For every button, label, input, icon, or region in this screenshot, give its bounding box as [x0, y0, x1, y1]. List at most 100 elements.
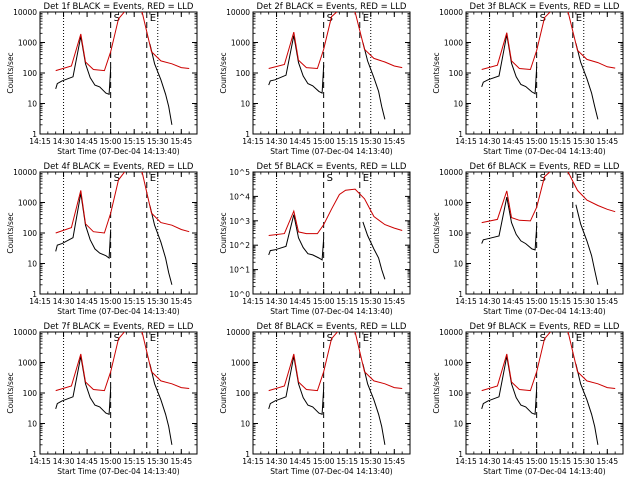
events-series-line	[575, 363, 599, 445]
x-tick-label: 14:15	[29, 457, 51, 466]
events-series-line	[481, 197, 538, 251]
y-tick-label: 1	[245, 130, 250, 139]
chart-panel: Det 8f BLACK = Events, RED = LLD 1 10 100 10…	[219, 322, 411, 476]
y-tick-label: 10	[240, 420, 250, 429]
x-tick-label: 14:45	[76, 457, 98, 466]
events-series-line	[575, 204, 599, 285]
y-axis-label: Counts/sec	[219, 212, 228, 253]
y-tick-label: 100	[23, 69, 38, 78]
x-tick-label: 15:30	[360, 457, 382, 466]
y-axis-label: Counts/sec	[432, 212, 441, 253]
x-tick-label: 14:30	[479, 137, 501, 146]
chart-title: Det 6f BLACK = Events, RED = LLD	[470, 162, 620, 172]
y-tick-label: 10000	[226, 8, 250, 17]
x-axis-label: Start Time (07-Dec-04 14:13:40)	[57, 307, 179, 316]
events-series-line	[149, 43, 173, 125]
y-tick-label: 1	[32, 290, 37, 299]
end-marker-label: E	[576, 13, 582, 24]
y-axis-label: Counts/sec	[6, 212, 15, 253]
y-tick-label: 1000	[444, 39, 463, 48]
y-tick-label: 10^5	[229, 168, 250, 177]
y-axis-label: Counts/sec	[432, 372, 441, 413]
x-axis-label: Start Time (07-Dec-04 14:13:40)	[57, 147, 179, 156]
y-tick-label: 100	[23, 229, 38, 238]
start-marker-label: S	[540, 13, 546, 24]
chart-panel: Det 7f BLACK = Events, RED = LLD 1 10 100 10…	[6, 322, 198, 476]
x-tick-label: 14:30	[266, 457, 288, 466]
y-axis-label: Counts/sec	[6, 52, 15, 93]
x-axis-label: Start Time (07-Dec-04 14:13:40)	[270, 147, 392, 156]
x-axis-label: Start Time (07-Dec-04 14:13:40)	[483, 467, 605, 476]
x-tick-label: 15:15	[549, 457, 571, 466]
x-tick-label: 14:15	[29, 297, 51, 306]
x-tick-label: 14:30	[53, 457, 75, 466]
x-tick-label: 15:45	[170, 457, 192, 466]
x-tick-label: 15:30	[147, 297, 169, 306]
chart-title: Det 4f BLACK = Events, RED = LLD	[44, 162, 194, 172]
start-marker-label: S	[114, 173, 120, 184]
x-tick-label: 15:00	[313, 297, 335, 306]
chart-panel: Det 6f BLACK = Events, RED = LLD 1 10 100 10…	[432, 162, 624, 316]
end-marker-label: E	[150, 13, 156, 24]
y-tick-label: 10^3	[229, 217, 250, 226]
x-tick-label: 15:45	[170, 297, 192, 306]
start-marker-label: S	[327, 333, 333, 344]
x-tick-label: 14:45	[502, 457, 524, 466]
x-tick-label: 15:45	[383, 297, 405, 306]
events-series-line	[268, 35, 325, 94]
x-tick-label: 14:15	[242, 457, 264, 466]
y-axis-label: Counts/sec	[219, 372, 228, 413]
x-tick-label: 15:00	[313, 457, 335, 466]
y-tick-label: 100	[449, 389, 464, 398]
end-marker-label: E	[363, 333, 369, 344]
lld-series-line	[268, 12, 403, 70]
y-tick-label: 1000	[444, 359, 463, 368]
x-axis-label: Start Time (07-Dec-04 14:13:40)	[57, 467, 179, 476]
x-tick-label: 14:45	[289, 137, 311, 146]
x-tick-label: 15:30	[147, 137, 169, 146]
y-tick-label: 10	[27, 260, 37, 269]
y-tick-label: 1000	[18, 39, 37, 48]
y-tick-label: 100	[449, 229, 464, 238]
events-series-line	[55, 193, 112, 260]
events-series-line	[149, 205, 173, 285]
events-series-line	[268, 214, 325, 261]
x-axis-label: Start Time (07-Dec-04 14:13:40)	[270, 467, 392, 476]
chart-title: Det 5f BLACK = Events, RED = LLD	[257, 162, 407, 172]
x-tick-label: 15:15	[123, 137, 145, 146]
y-tick-label: 1	[32, 450, 37, 459]
x-tick-label: 15:00	[313, 137, 335, 146]
chart-panel: Det 2f BLACK = Events, RED = LLD 1 10 100 10…	[219, 2, 411, 156]
x-tick-label: 15:45	[596, 457, 618, 466]
lld-series-line	[481, 172, 616, 224]
x-tick-label: 15:30	[573, 137, 595, 146]
x-tick-label: 15:00	[526, 137, 548, 146]
events-series-line	[481, 356, 538, 416]
chart-panel: Det 9f BLACK = Events, RED = LLD 1 10 100 10…	[432, 322, 624, 476]
lld-series-line	[55, 332, 190, 392]
y-tick-label: 1000	[444, 199, 463, 208]
lld-series-line	[481, 12, 616, 71]
y-tick-label: 10	[453, 420, 463, 429]
y-tick-label: 10000	[13, 168, 37, 177]
x-axis-label: Start Time (07-Dec-04 14:13:40)	[483, 307, 605, 316]
events-series-line	[575, 43, 599, 120]
x-tick-label: 14:45	[76, 297, 98, 306]
x-tick-label: 14:45	[502, 297, 524, 306]
y-tick-label: 1000	[231, 39, 250, 48]
y-tick-label: 10^1	[229, 266, 250, 275]
lld-series-line	[55, 172, 190, 234]
x-tick-label: 14:45	[502, 137, 524, 146]
chart-title: Det 2f BLACK = Events, RED = LLD	[257, 2, 407, 12]
x-tick-label: 15:30	[573, 457, 595, 466]
x-tick-label: 15:45	[170, 137, 192, 146]
y-tick-label: 10^4	[229, 192, 250, 201]
y-tick-label: 1000	[18, 199, 37, 208]
events-series-line	[149, 363, 173, 445]
y-tick-label: 1000	[231, 359, 250, 368]
y-tick-label: 100	[236, 69, 251, 78]
chart-title: Det 1f BLACK = Events, RED = LLD	[44, 2, 194, 12]
chart-panel: Det 1f BLACK = Events, RED = LLD 1 10 100 10…	[6, 2, 198, 156]
start-marker-label: S	[327, 13, 333, 24]
